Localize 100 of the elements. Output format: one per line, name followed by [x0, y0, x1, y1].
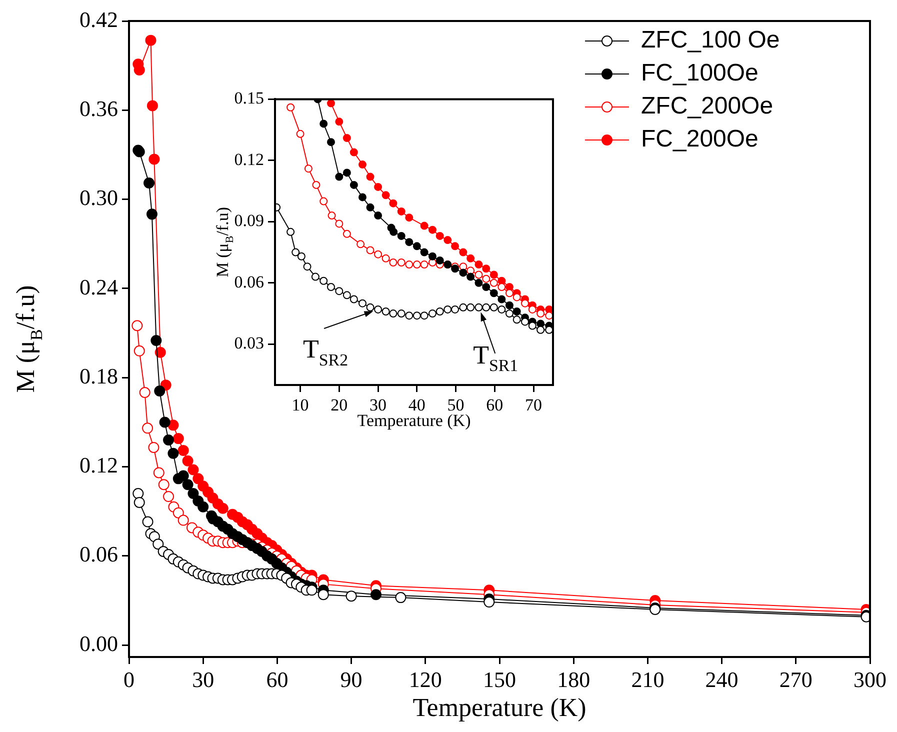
x-tick-label: 150	[483, 666, 516, 692]
point	[153, 467, 164, 478]
y-axis-title: M (μB/f.u)	[213, 206, 236, 278]
point	[397, 310, 406, 318]
x-tick-label: 210	[631, 666, 664, 692]
point	[132, 320, 143, 332]
point	[412, 242, 421, 250]
point	[451, 242, 460, 250]
y-tick-label: 0.24	[80, 274, 118, 300]
point	[350, 148, 358, 156]
y-tick-label: 0.36	[80, 96, 118, 121]
x-tick-label: 30	[192, 666, 214, 692]
point	[192, 473, 204, 484]
point	[521, 299, 530, 308]
point	[459, 268, 468, 277]
point	[436, 308, 444, 316]
y-axis-title: M (μB/f.u)	[11, 285, 46, 393]
x-tick-label: 20	[330, 396, 348, 415]
point	[436, 256, 444, 264]
point	[428, 226, 436, 234]
point	[389, 199, 398, 208]
point	[451, 305, 460, 314]
y-tick-label: 0.42	[80, 6, 118, 32]
x-tick-label: 90	[340, 666, 362, 692]
point	[342, 291, 351, 300]
point	[405, 312, 414, 320]
y-tick-label: 0.06	[234, 272, 264, 292]
y-tick-label: 0.03	[234, 334, 264, 353]
point	[335, 172, 344, 181]
point	[178, 470, 189, 482]
point	[505, 289, 514, 298]
point	[482, 274, 490, 283]
y-tick-label: 0.12	[80, 452, 118, 478]
point	[350, 295, 358, 304]
point	[466, 272, 475, 281]
point	[545, 326, 553, 334]
point	[474, 278, 483, 287]
point	[505, 310, 514, 318]
point	[459, 303, 468, 312]
point	[397, 232, 406, 240]
point	[405, 238, 414, 246]
y-tick-label: 0.00	[80, 630, 118, 656]
point	[397, 258, 406, 267]
point	[521, 318, 530, 326]
point	[466, 254, 475, 262]
point	[358, 193, 366, 202]
point	[474, 270, 483, 279]
point	[148, 442, 160, 453]
point	[382, 254, 390, 262]
point	[512, 308, 521, 316]
point	[152, 538, 164, 550]
point	[198, 501, 209, 512]
point	[326, 99, 335, 108]
point	[412, 312, 421, 320]
point	[482, 283, 490, 292]
point	[172, 433, 184, 444]
point	[303, 262, 312, 271]
point	[346, 590, 357, 602]
x-tick-label: 60	[486, 396, 504, 415]
point	[335, 220, 344, 228]
point	[163, 491, 174, 502]
point	[178, 444, 189, 456]
point	[512, 293, 521, 302]
point	[304, 164, 312, 173]
point	[358, 160, 366, 169]
point	[320, 120, 328, 128]
x-tick-label: 240	[705, 666, 738, 692]
point	[139, 386, 150, 398]
point	[420, 312, 428, 320]
point	[444, 305, 452, 314]
point	[158, 479, 170, 490]
point	[144, 177, 155, 188]
legend-label: ZFC_100 Oe	[641, 26, 780, 54]
point	[142, 516, 154, 528]
point	[335, 118, 344, 126]
point	[405, 260, 414, 269]
point	[145, 34, 156, 46]
x-tick-label: 70	[525, 396, 542, 415]
point	[374, 182, 382, 191]
x-tick-label: 180	[557, 666, 590, 692]
point	[412, 260, 421, 269]
point	[182, 455, 194, 466]
x-tick-label: 120	[408, 666, 442, 692]
point	[390, 228, 398, 236]
point	[444, 236, 452, 244]
point	[318, 589, 329, 600]
x-tick-label: 60	[266, 666, 288, 692]
y-tick-label: 0.18	[80, 363, 118, 388]
point	[395, 592, 406, 604]
x-tick-label: 10	[292, 396, 309, 415]
point	[420, 222, 428, 230]
point	[490, 289, 498, 298]
point	[498, 283, 506, 292]
point	[150, 334, 162, 346]
point	[306, 584, 318, 596]
point	[528, 322, 536, 330]
point	[498, 305, 506, 314]
point	[356, 240, 365, 248]
point	[286, 103, 295, 112]
point	[389, 310, 398, 318]
